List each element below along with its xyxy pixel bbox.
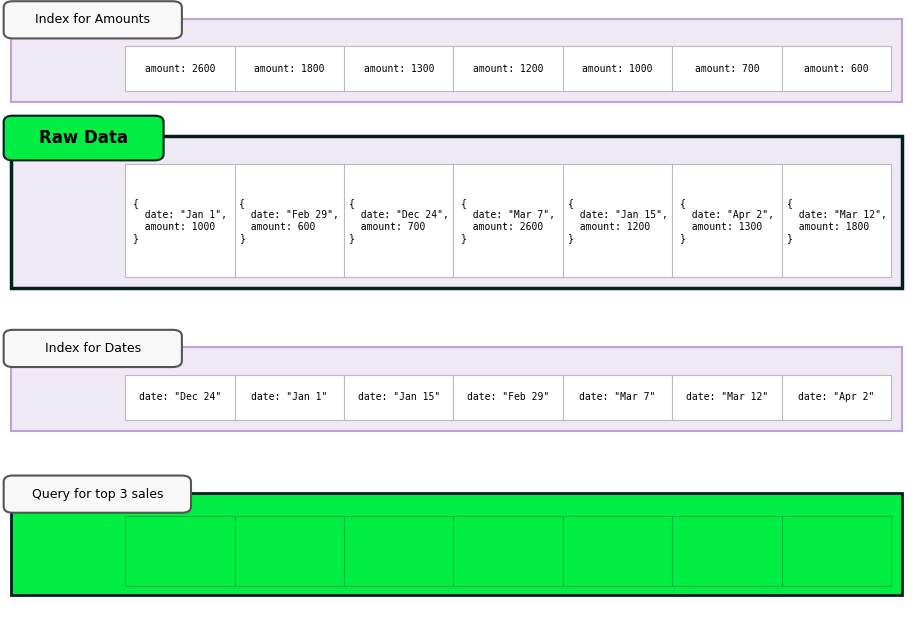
Bar xyxy=(344,46,453,91)
Bar xyxy=(781,46,891,91)
Bar xyxy=(344,164,453,277)
Text: amount: 1800: amount: 1800 xyxy=(254,64,324,74)
FancyBboxPatch shape xyxy=(11,493,902,595)
Bar xyxy=(453,46,563,91)
Text: amount: 1300: amount: 1300 xyxy=(364,64,434,74)
Text: date: "Apr 2": date: "Apr 2" xyxy=(798,392,875,402)
Bar xyxy=(673,164,781,277)
Text: {
  date: "Apr 2",
  amount: 1300
}: { date: "Apr 2", amount: 1300 } xyxy=(680,198,774,243)
FancyBboxPatch shape xyxy=(4,476,191,513)
Text: {
  date: "Dec 24",
  amount: 700
}: { date: "Dec 24", amount: 700 } xyxy=(349,198,449,243)
Bar xyxy=(125,516,235,586)
Bar xyxy=(344,516,453,586)
FancyBboxPatch shape xyxy=(11,19,902,102)
Text: {
  date: "Mar 7",
  amount: 2600
}: { date: "Mar 7", amount: 2600 } xyxy=(462,198,555,243)
Text: date: "Jan 1": date: "Jan 1" xyxy=(251,392,327,402)
Bar xyxy=(125,164,235,277)
FancyBboxPatch shape xyxy=(4,330,182,367)
Bar xyxy=(125,375,235,420)
FancyBboxPatch shape xyxy=(11,347,902,431)
Bar xyxy=(453,164,563,277)
Bar xyxy=(235,516,344,586)
Bar xyxy=(673,46,781,91)
Text: {
  date: "Mar 12",
  amount: 1800
}: { date: "Mar 12", amount: 1800 } xyxy=(787,198,887,243)
Bar xyxy=(344,375,453,420)
Bar xyxy=(781,516,891,586)
Bar xyxy=(563,375,673,420)
Text: Raw Data: Raw Data xyxy=(39,129,128,147)
Text: date: "Mar 12": date: "Mar 12" xyxy=(686,392,768,402)
Text: amount: 2600: amount: 2600 xyxy=(144,64,215,74)
Bar xyxy=(125,46,235,91)
Bar xyxy=(453,516,563,586)
Text: amount: 700: amount: 700 xyxy=(695,64,760,74)
Bar xyxy=(563,516,673,586)
Bar xyxy=(563,164,673,277)
Text: Query for top 3 sales: Query for top 3 sales xyxy=(32,488,163,500)
FancyBboxPatch shape xyxy=(4,1,182,38)
Text: {
  date: "Jan 15",
  amount: 1200
}: { date: "Jan 15", amount: 1200 } xyxy=(568,198,667,243)
Bar xyxy=(235,164,344,277)
Text: date: "Feb 29": date: "Feb 29" xyxy=(467,392,549,402)
Text: {
  date: "Feb 29",
  amount: 600
}: { date: "Feb 29", amount: 600 } xyxy=(239,198,339,243)
Text: date: "Dec 24": date: "Dec 24" xyxy=(139,392,221,402)
Text: amount: 1200: amount: 1200 xyxy=(473,64,544,74)
Text: date: "Mar 7": date: "Mar 7" xyxy=(579,392,655,402)
Text: Index for Amounts: Index for Amounts xyxy=(36,14,150,26)
Bar xyxy=(563,46,673,91)
Text: Index for Dates: Index for Dates xyxy=(45,342,141,355)
FancyBboxPatch shape xyxy=(4,116,164,161)
FancyBboxPatch shape xyxy=(11,136,902,288)
Bar xyxy=(235,46,344,91)
Bar xyxy=(673,375,781,420)
Text: date: "Jan 15": date: "Jan 15" xyxy=(357,392,440,402)
Bar xyxy=(781,375,891,420)
Text: amount: 1000: amount: 1000 xyxy=(582,64,653,74)
Bar xyxy=(673,516,781,586)
Bar xyxy=(235,375,344,420)
Bar xyxy=(453,375,563,420)
Text: {
  date: "Jan 1",
  amount: 1000
}: { date: "Jan 1", amount: 1000 } xyxy=(133,198,227,243)
Text: amount: 600: amount: 600 xyxy=(804,64,868,74)
Bar xyxy=(781,164,891,277)
